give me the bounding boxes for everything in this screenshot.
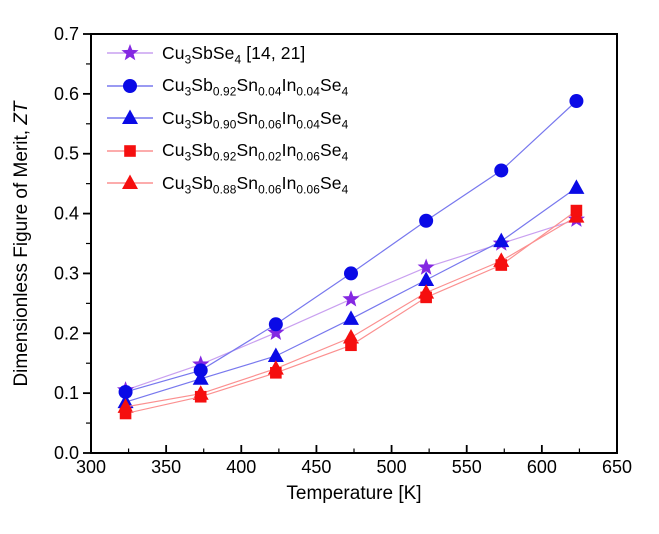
legend-item-2: Cu3Sb0.92Sn0.04In0.04Se4 — [107, 70, 348, 102]
circle-marker — [343, 266, 358, 281]
square-marker — [194, 390, 207, 403]
x-axis-title: Temperature [K] — [286, 483, 422, 504]
y-tick-label: 0.3 — [54, 263, 79, 283]
triangle-marker — [342, 310, 359, 325]
legend-label: Cu3Sb0.88Sn0.06In0.06Se4 — [162, 172, 349, 196]
triangle-marker — [122, 109, 138, 124]
triangle-marker — [568, 179, 585, 194]
square-marker — [270, 366, 282, 379]
triangle-icon — [107, 174, 153, 189]
triangle-marker — [192, 370, 209, 385]
series-star-0 — [117, 210, 585, 398]
square-marker — [570, 204, 583, 217]
circle-marker — [569, 94, 584, 109]
y-axis-title: Dimensionless Figure of Merit, ZT — [11, 101, 33, 386]
circle-marker — [268, 317, 283, 332]
legend-label: Cu3Sb0.92Sn0.04In0.04Se4 — [162, 75, 349, 99]
circle-marker — [494, 163, 509, 178]
star-marker — [342, 290, 360, 307]
x-tick-label: 550 — [452, 457, 482, 477]
y-tick-label: 0.1 — [54, 383, 79, 403]
x-tick-label: 450 — [301, 457, 331, 477]
plot-frame — [90, 33, 618, 454]
circle-marker — [123, 78, 137, 93]
y-tick-label: 0.7 — [54, 24, 79, 44]
square-marker — [124, 144, 136, 157]
triangle-marker — [418, 271, 435, 287]
circle-marker — [118, 384, 133, 399]
star-marker — [417, 258, 435, 275]
y-axis-title-italic: ZT — [11, 101, 32, 125]
legend-label: Cu3Sb0.92Sn0.02In0.06Se4 — [162, 140, 349, 164]
triangle-marker — [267, 347, 284, 363]
tick-labels: 300 350 400 450 500 550 600 650 0.0 0.1 0.2 0.3 0.4 0… — [54, 24, 632, 477]
triangle-marker — [493, 232, 510, 248]
square-marker — [420, 291, 432, 304]
legend-item-4: Cu3Sb0.92Sn0.02In0.06Se4 — [107, 135, 348, 167]
series-circle-1 — [118, 94, 584, 399]
x-tick-label: 500 — [377, 457, 407, 477]
star-icon — [107, 44, 153, 61]
x-tick-label: 300 — [76, 457, 106, 477]
legend-item-3: Cu3Sb0.90Sn0.06In0.04Se4 — [107, 102, 348, 134]
triangle-icon — [107, 109, 153, 124]
series-square-3 — [119, 204, 583, 420]
x-tick-label: 650 — [602, 457, 632, 477]
circle-icon — [107, 78, 153, 93]
legend-label: Cu3Sb0.90Sn0.06In0.04Se4 — [162, 107, 349, 131]
y-tick-label: 0.5 — [54, 144, 79, 164]
circle-marker — [419, 213, 434, 228]
legend-label: Cu3SbSe4 [14, 21] — [162, 42, 306, 66]
legend-item-1: Cu3SbSe4 [14, 21] — [107, 37, 305, 69]
x-tick-label: 350 — [151, 457, 181, 477]
y-tick-label: 0.4 — [54, 204, 79, 224]
circle-marker — [193, 363, 208, 378]
legend-item-5: Cu3Sb0.88Sn0.06In0.06Se4 — [107, 167, 348, 199]
y-tick-label: 0.6 — [54, 84, 79, 104]
square-marker — [495, 259, 508, 271]
x-tick-label: 400 — [226, 457, 256, 477]
y-tick-label: 0.2 — [54, 323, 79, 343]
star-marker — [121, 44, 139, 61]
triangle-marker — [122, 174, 138, 189]
y-tick-label: 0.0 — [54, 443, 79, 463]
square-marker — [345, 339, 357, 352]
y-axis-title-text: Dimensionless Figure of Merit, — [11, 124, 32, 387]
square-icon — [107, 144, 153, 157]
square-marker — [119, 407, 132, 420]
star-marker — [267, 323, 285, 340]
x-tick-label: 600 — [527, 457, 557, 477]
